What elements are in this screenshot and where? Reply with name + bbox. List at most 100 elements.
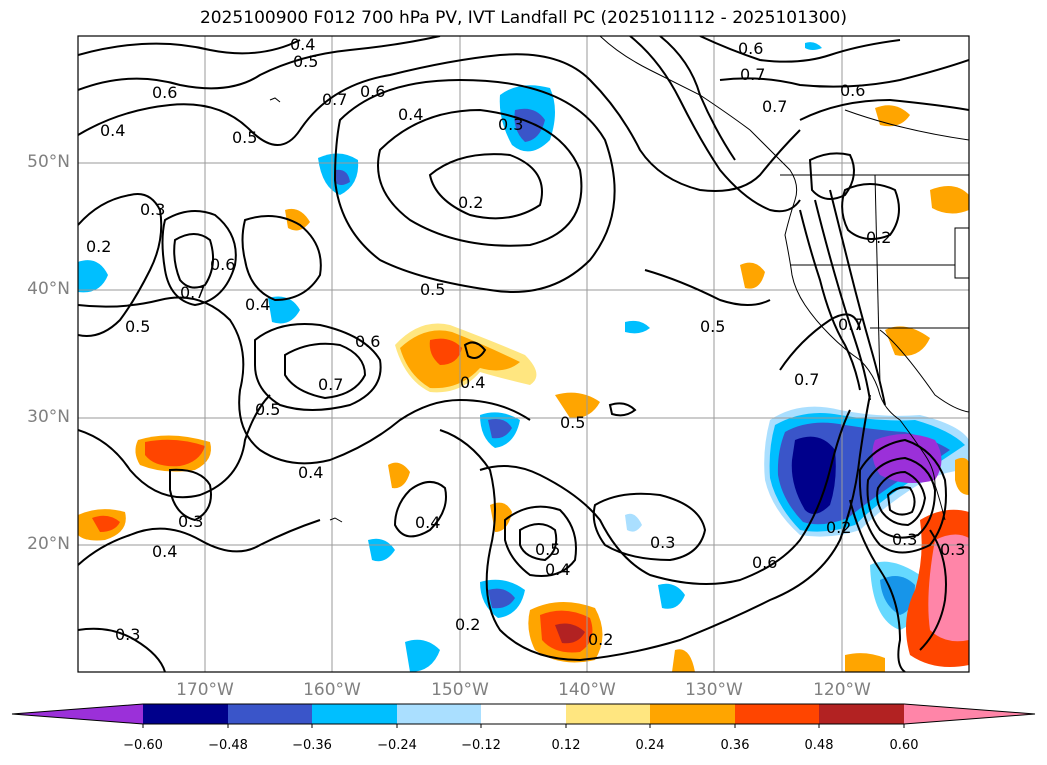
pv-blob [740,262,765,289]
contour-line [659,36,736,161]
lon-label-170w: 170°W [176,680,234,700]
pv-blob [92,515,120,532]
colorbar-segment [397,704,481,724]
contour-line [886,486,916,516]
contour-line [78,519,321,566]
pv-blob [930,186,969,214]
contour-label: 0.2 [455,615,480,634]
colorbar-segment [735,704,819,724]
contour-line [78,39,301,56]
contour-line [629,36,801,213]
contour-line [284,342,367,400]
contour-label: 0.5 [560,413,585,432]
pv-blob [285,208,310,231]
contour-label: 0.2 [86,237,111,256]
coastline [599,36,946,521]
colorbar-tick-marks [142,724,905,728]
contour-label: 0.3 [140,200,165,219]
contour-label: 0.5 [293,52,318,71]
border [879,329,969,413]
colorbar-segment [566,704,650,724]
contour-label: 0.7 [318,375,343,394]
pv-blob [268,296,300,324]
contour-line [644,269,771,306]
contour-label: 0.6 [152,83,177,102]
pv-blob [555,623,585,644]
lon-label-120w: 120°W [813,680,871,700]
pv-blob [388,462,410,489]
contour-line [78,53,801,192]
pv-blob [555,392,600,419]
contour-label: 0.7 [322,90,347,109]
contour-label: 0.4 [545,560,570,579]
colorbar-segment [481,704,566,724]
contour-label: 0.2 [588,630,613,649]
pv-blob [625,320,650,334]
border [874,174,881,386]
contour-label: 0.7 [762,97,787,116]
map-title: 2025100900 F012 700 hPa PV, IVT Landfall… [199,8,847,28]
colorbar-tick-label: −0.12 [461,738,501,753]
contour-line [78,36,441,91]
lat-label-20n: 20°N [27,534,70,554]
contour-line [866,456,937,539]
pv-fill-layer [78,42,969,672]
contour-line [799,209,861,391]
contour-line [428,153,543,220]
contour-line [78,296,531,465]
contour-line [849,499,906,672]
colorbar-segment [650,704,735,724]
contour-line [519,523,558,562]
contour-label: 0.5 [232,128,257,147]
pv-blob [78,260,108,293]
border [844,109,969,141]
colorbar-tick-label: 0.36 [720,738,750,753]
pv-blob [672,649,695,672]
colorbar-tick-label: 0.24 [635,738,665,753]
contour-line [919,529,947,651]
contour-line [393,481,447,538]
border [954,227,969,279]
contour-label: 0.3 [498,115,523,134]
coastlines [269,36,969,523]
contour-label: 0.6 [840,81,865,100]
pv-blob [805,42,822,50]
pv-blob [335,169,350,185]
contour-label: 0.6 [738,39,763,58]
pv-blob [145,439,205,467]
colorbar-tick-label: −0.60 [123,738,163,753]
pv-blob [658,583,685,609]
contour-label: 0.4 [415,513,440,532]
colorbar-tick-label: 0.60 [889,738,919,753]
pv-blob [625,513,642,532]
contour-line [333,78,616,293]
contour-line [78,394,271,499]
colorbar-extend-left [12,704,143,724]
colorbar-segment [312,704,397,724]
contour-line [808,152,855,200]
contour-label: 0.5 [420,280,445,299]
contour-line [858,438,947,554]
contour-label: 0.6 [210,255,235,274]
contour-label: 0.5 [255,400,280,419]
colorbar-tick-label: 0.12 [551,738,581,753]
contour-label: 0.4 [100,121,125,140]
contour-label: 0.3 [940,540,965,559]
contour-line [169,468,212,522]
pv-blob [368,538,395,562]
contour-label: 0.7 [838,315,863,334]
contour-line [241,215,322,302]
contour-label: 0.4 [152,542,177,561]
contour-line [779,313,861,371]
contour-label: 0.4 [290,35,315,54]
contour-line [78,627,166,672]
contour-label: 0.4 [298,463,323,482]
contour-label: 0.6 [360,82,385,101]
pv-blob [429,338,462,365]
colorbar [11,703,1036,728]
pv-blob [875,105,910,127]
contour-line [719,59,969,88]
contour-line [173,233,215,289]
pv-blob [488,588,515,609]
